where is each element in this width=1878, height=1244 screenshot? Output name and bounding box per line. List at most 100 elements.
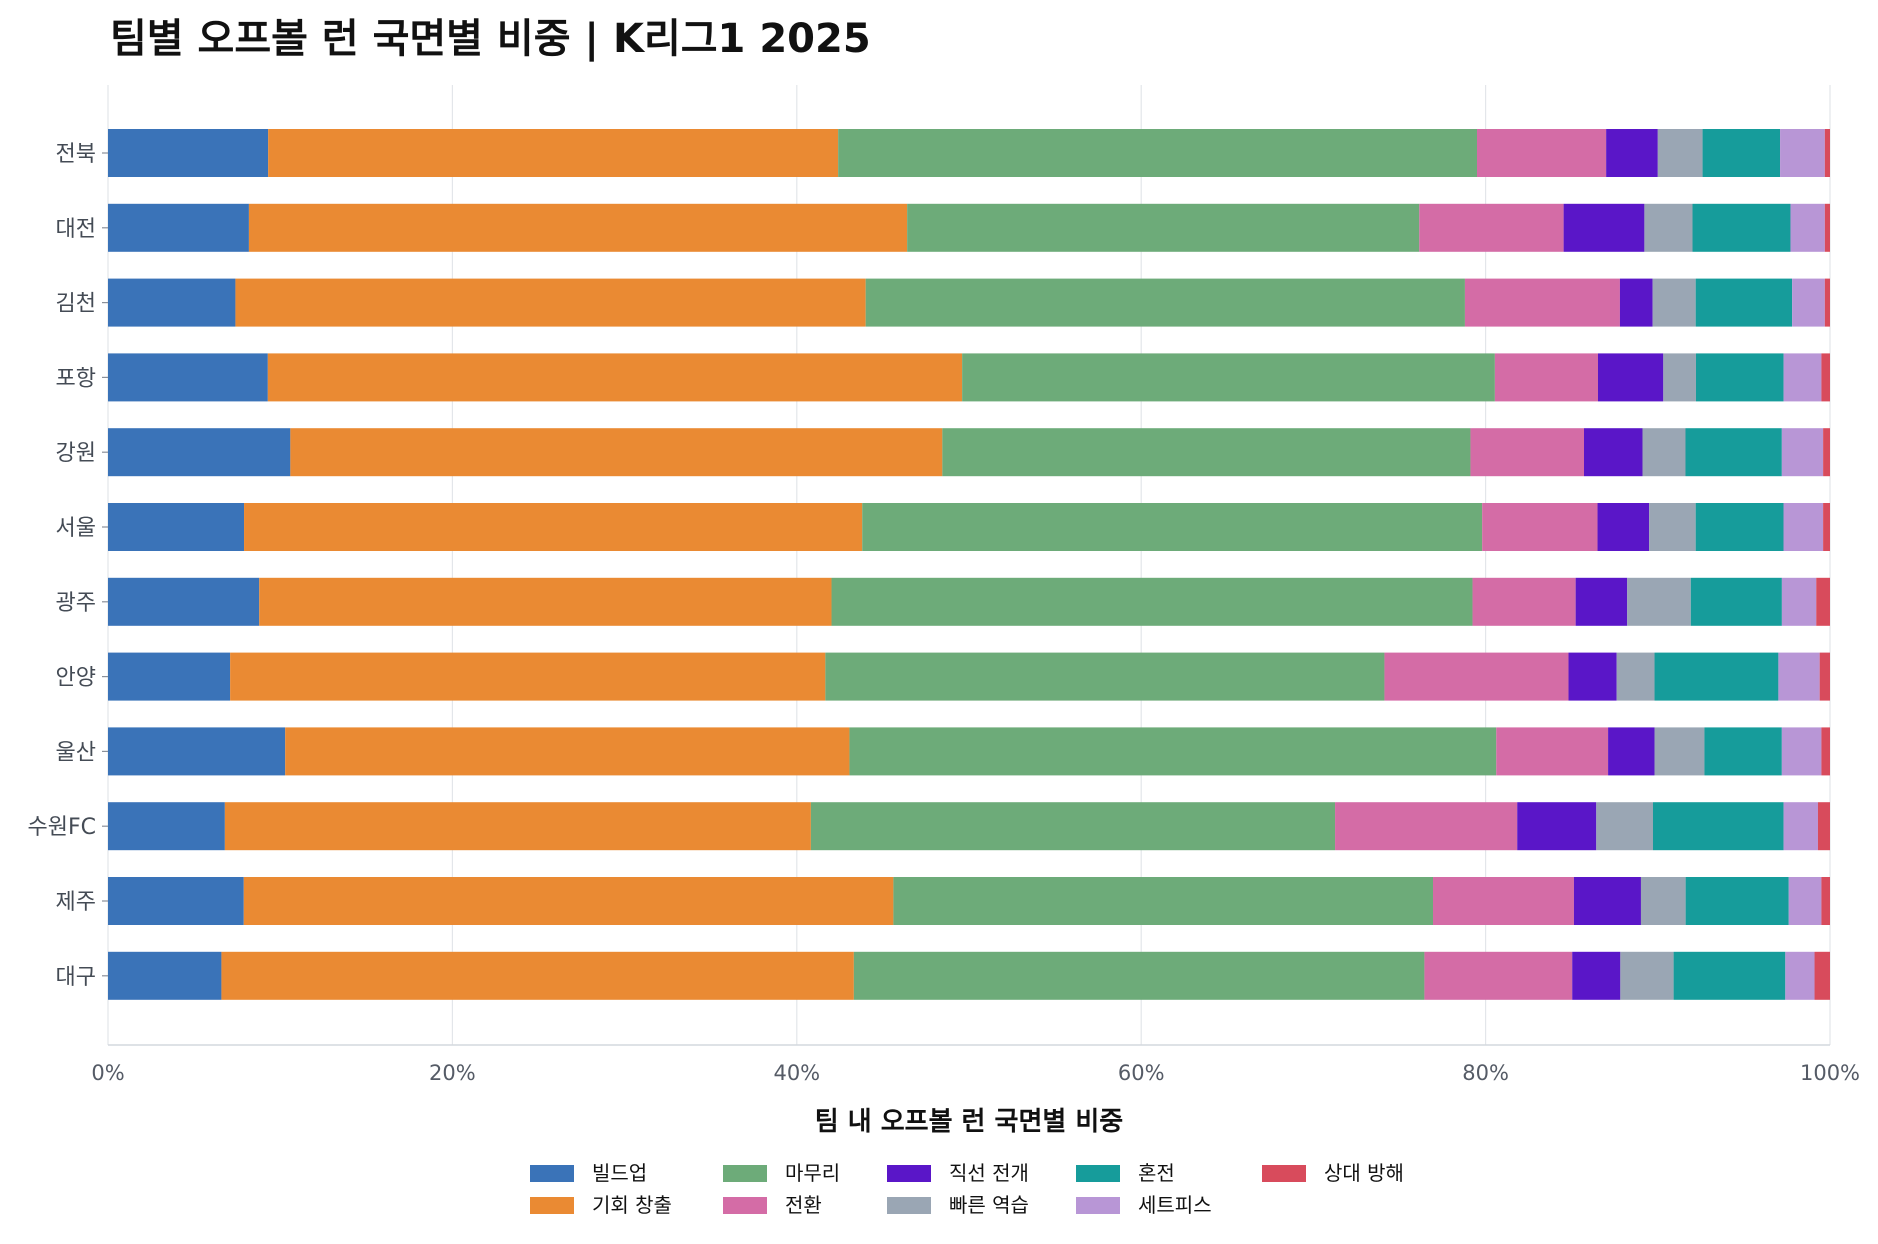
y-tick-label: 광주 — [56, 591, 96, 616]
bar-segment — [1685, 428, 1782, 477]
legend-label: 기회 창출 — [592, 1193, 672, 1217]
bar-segment — [862, 503, 1483, 551]
bar-segment — [1673, 951, 1786, 1000]
bar-segment — [1685, 877, 1789, 925]
bar-segment — [942, 428, 1471, 477]
bar-segment — [825, 652, 1385, 701]
bar-segment — [1824, 203, 1830, 252]
bar-segment — [108, 951, 222, 1000]
legend-swatch — [723, 1197, 767, 1214]
bar-segment — [108, 877, 244, 925]
bar-segment — [1792, 278, 1825, 327]
bar-segment — [1819, 652, 1830, 701]
bar-segment — [1695, 503, 1784, 551]
bar-segment — [1654, 652, 1779, 701]
bar-segment — [849, 727, 1497, 776]
bar-segment — [243, 877, 894, 925]
bar-segment — [1464, 278, 1620, 327]
x-tick-label: 20% — [429, 1061, 476, 1085]
bar-segment — [853, 951, 1425, 1000]
bar-row — [108, 577, 1830, 626]
bar-segment — [1494, 353, 1598, 402]
bar-segment — [1695, 353, 1784, 402]
bar-segment — [108, 727, 286, 776]
bar-segment — [1821, 353, 1830, 402]
legend-label: 마무리 — [785, 1161, 840, 1185]
y-tick-label: 김천 — [56, 292, 96, 317]
x-tick-label: 0% — [91, 1061, 124, 1085]
y-tick-label: 수원FC — [28, 815, 97, 840]
bar-segment — [1568, 652, 1617, 701]
bar-segment — [1817, 802, 1830, 851]
bar-segment — [1608, 727, 1655, 776]
legend-label: 상대 방해 — [1324, 1161, 1404, 1185]
bar-segment — [1596, 802, 1653, 851]
bar-segment — [1644, 203, 1693, 252]
legend-item: 기회 창출 — [530, 1193, 672, 1217]
bar-segment — [831, 577, 1473, 626]
bar-segment — [1814, 951, 1830, 1000]
bar-segment — [1654, 727, 1705, 776]
x-tick-label: 80% — [1462, 1061, 1509, 1085]
legend-swatch — [723, 1165, 767, 1182]
bar-segment — [1619, 278, 1653, 327]
bar-segment — [1824, 278, 1830, 327]
bar-segment — [108, 802, 225, 851]
x-axis-ticks: 0% 20% 40% 60% 80% 100% — [91, 1061, 1860, 1085]
bar-segment — [1816, 577, 1830, 626]
bar-segment — [1823, 503, 1830, 551]
bar-row — [108, 727, 1830, 776]
bar-segment — [259, 577, 832, 626]
bar-segment — [108, 577, 260, 626]
bar-segment — [1778, 652, 1820, 701]
bar-row — [108, 951, 1830, 1000]
x-tick-label: 60% — [1118, 1061, 1165, 1085]
bar-segment — [1824, 129, 1830, 177]
bar-segment — [108, 278, 236, 327]
bar-segment — [1785, 951, 1815, 1000]
bar-segment — [1335, 802, 1518, 851]
bar-segment — [1702, 129, 1781, 177]
legend-item: 세트피스 — [1076, 1193, 1212, 1217]
bar-segment — [1424, 951, 1573, 1000]
y-tick-label: 대구 — [56, 965, 96, 990]
bar-segment — [108, 129, 269, 177]
legend-label: 빌드업 — [592, 1161, 647, 1185]
bar-segment — [893, 877, 1434, 925]
bar-segment — [865, 278, 1465, 327]
bar-segment — [1695, 278, 1793, 327]
bar-segment — [1781, 577, 1817, 626]
legend-label: 세트피스 — [1138, 1193, 1212, 1217]
bar-segment — [235, 278, 866, 327]
bar-segment — [1783, 353, 1822, 402]
bar-segment — [267, 353, 963, 402]
bar-segment — [1606, 129, 1658, 177]
legend-item: 빠른 역습 — [887, 1193, 1029, 1217]
bar-segment — [1470, 428, 1584, 477]
bar-segment — [1496, 727, 1609, 776]
bar-segment — [230, 652, 826, 701]
bar-segment — [838, 129, 1477, 177]
bar-segment — [1652, 278, 1696, 327]
legend-item: 직선 전개 — [887, 1161, 1029, 1185]
bar-segment — [810, 802, 1336, 851]
bar-segment — [962, 353, 1495, 402]
bar-segment — [1640, 877, 1686, 925]
legend-item: 상대 방해 — [1262, 1161, 1404, 1185]
bar-segment — [1690, 577, 1782, 626]
bar-segment — [244, 503, 863, 551]
bar-row — [108, 428, 1830, 477]
legend-label: 혼전 — [1138, 1161, 1175, 1185]
bar-row — [108, 503, 1830, 551]
y-tick-label: 전북 — [56, 142, 96, 167]
bar-segment — [1790, 203, 1825, 252]
bar-segment — [1419, 203, 1564, 252]
bar-segment — [1584, 428, 1643, 477]
legend-swatch — [530, 1197, 574, 1214]
bar-segment — [1783, 802, 1818, 851]
legend-swatch — [1262, 1165, 1306, 1182]
chart-title: 팀별 오프볼 런 국면별 비중 | K리그1 2025 — [110, 16, 871, 63]
bar-segment — [108, 353, 268, 402]
bar-segment — [1482, 503, 1598, 551]
